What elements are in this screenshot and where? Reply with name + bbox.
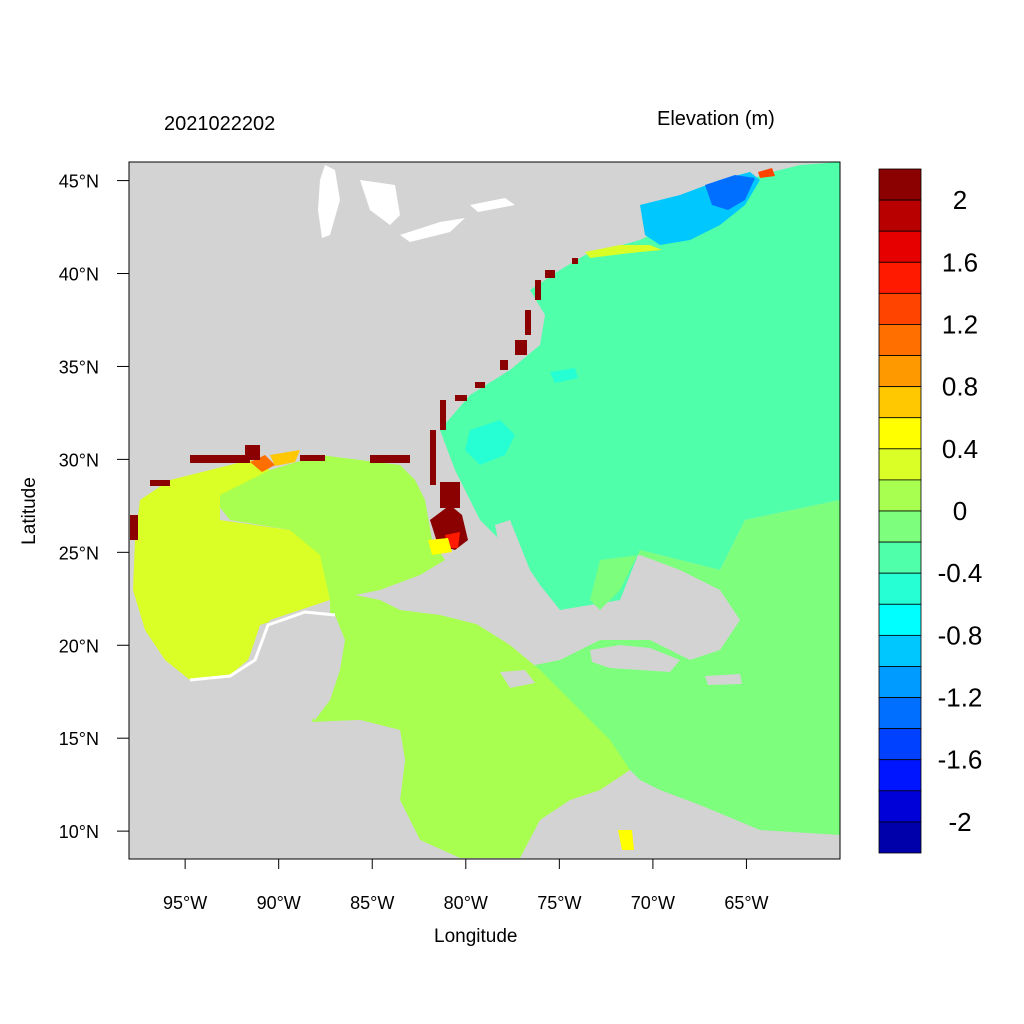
lake-erie	[400, 218, 465, 242]
colorbar-swatch	[878, 728, 922, 761]
colorbar-swatch	[878, 821, 922, 854]
colorbar-label: 0	[953, 496, 967, 526]
land-puerto-rico	[705, 674, 742, 685]
lake-huron	[360, 180, 400, 225]
gulf-west-region	[133, 460, 330, 680]
x-tick-label: 75°W	[537, 893, 581, 913]
colorbar-swatch	[878, 168, 922, 201]
x-tick-label: 80°W	[444, 893, 488, 913]
colorbar-swatch	[878, 759, 922, 792]
plot-right-title: Elevation (m)	[657, 108, 775, 130]
colorbar-swatch	[878, 790, 922, 823]
colorbar-label: -0.4	[938, 558, 983, 588]
x-tick-label: 85°W	[350, 893, 394, 913]
y-tick-label: 45°N	[59, 172, 99, 192]
colorbar-label: -2	[948, 807, 971, 837]
land-central-america	[129, 690, 460, 858]
y-tick-label: 35°N	[59, 357, 99, 377]
y-tick-label: 40°N	[59, 265, 99, 285]
caribbean-sea-region	[312, 590, 630, 858]
atlantic-south-region	[510, 500, 840, 835]
long-island-yellow	[585, 245, 662, 258]
x-tick-label: 70°W	[631, 893, 675, 913]
colorbar-label: -1.2	[938, 683, 983, 713]
colorbar-swatch	[878, 541, 922, 574]
x-ticks: 95°W 90°W 85°W 80°W 75°W 70°W 65°W	[163, 859, 769, 913]
y-ticks: 45°N 40°N 35°N 30°N 25°N 20°N 15°N 10°N	[59, 172, 129, 842]
colorbar-swatch	[878, 697, 922, 730]
colorbar-swatch	[878, 448, 922, 481]
colorbar-label: -0.8	[938, 620, 983, 650]
land-cuba	[380, 588, 575, 648]
colorbar-swatch	[878, 603, 922, 636]
yucatan-coast-outline	[189, 610, 336, 682]
colorbar-label: -1.6	[938, 745, 983, 775]
x-tick-label: 65°W	[724, 893, 768, 913]
y-tick-label: 25°N	[59, 543, 99, 563]
lake-ontario	[470, 198, 515, 212]
coastal-cyan-patch	[465, 420, 515, 465]
gulf-of-maine-lower	[705, 175, 755, 210]
gulf-east-region	[210, 455, 445, 600]
nova-scotia-surge	[758, 168, 775, 178]
y-tick-label: 15°N	[59, 729, 99, 749]
colorbar-swatch	[878, 634, 922, 667]
colorbar: 2 1.6 1.2 0.8 0.4 0 -0.4 -0.8 -1.2 -1.6 -2	[878, 168, 983, 854]
colorbar-swatch	[878, 261, 922, 294]
venezuela-yellow-patch	[618, 830, 634, 850]
y-tick-label: 10°N	[59, 822, 99, 842]
land-hispaniola	[590, 645, 680, 672]
colorbar-label: 2	[953, 185, 967, 215]
plot-left-title: 2021022202	[164, 113, 276, 135]
colorbar-swatch	[878, 355, 922, 388]
colorbar-swatch	[878, 417, 922, 450]
coastal-surge-speckle	[130, 258, 578, 540]
colorbar-label: 1.2	[942, 309, 978, 339]
colorbar-swatch	[878, 666, 922, 698]
colorbar-label: 0.8	[942, 372, 978, 402]
colorbar-swatch	[878, 292, 922, 325]
colorbar-swatch	[878, 510, 922, 543]
colorbar-swatch	[878, 324, 922, 356]
colorbar-swatch	[878, 572, 922, 605]
map-area	[129, 162, 840, 859]
colorbar-label: 0.4	[942, 434, 978, 464]
louisiana-coast-yellow	[270, 450, 300, 466]
y-tick-label: 20°N	[59, 636, 99, 656]
lake-michigan	[318, 165, 340, 238]
colorbar-swatch	[878, 230, 922, 263]
colorbar-swatch	[878, 479, 922, 512]
colorbar-swatch	[878, 386, 922, 419]
colorbar-label: 1.6	[942, 247, 978, 277]
map-frame	[128, 161, 841, 860]
x-tick-label: 95°W	[163, 893, 207, 913]
colorbar-swatch	[878, 199, 922, 232]
land-yucatan	[240, 612, 345, 720]
land-jamaica	[500, 670, 535, 688]
y-tick-label: 30°N	[59, 450, 99, 470]
atlantic-ocean-region	[440, 162, 840, 610]
florida-keys-yellow	[428, 538, 452, 555]
x-axis-label: Longitude	[434, 926, 518, 947]
land-bahamas	[495, 520, 540, 590]
x-tick-label: 90°W	[257, 893, 301, 913]
land-south-america	[540, 795, 820, 858]
coastal-cyan-patch-2	[550, 368, 578, 383]
